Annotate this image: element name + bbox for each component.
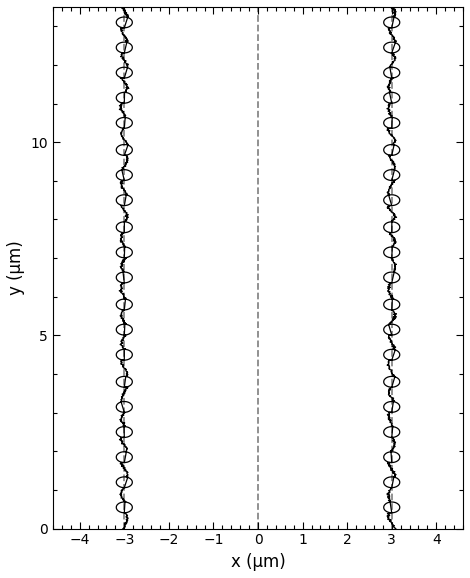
Y-axis label: y (μm): y (μm) (7, 240, 25, 295)
X-axis label: x (μm): x (μm) (231, 553, 285, 571)
